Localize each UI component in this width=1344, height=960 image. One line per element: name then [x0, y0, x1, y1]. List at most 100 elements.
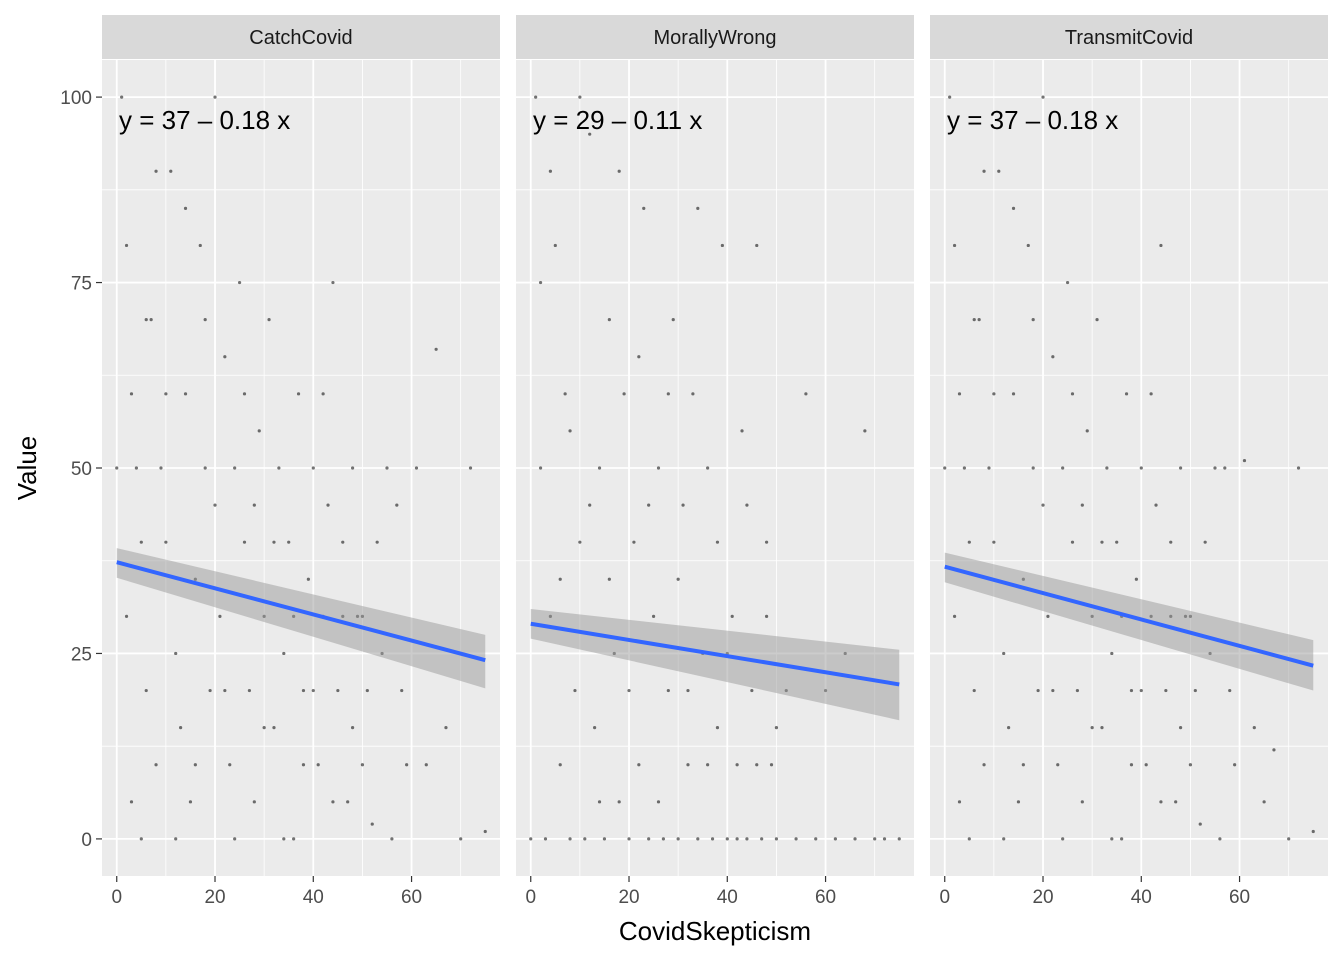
x-tick-label: 60: [1229, 887, 1250, 908]
data-point: [627, 688, 631, 693]
data-point: [627, 837, 631, 841]
data-point: [247, 688, 252, 693]
y-tick-label: 0: [81, 830, 92, 851]
confidence-band: [944, 552, 1314, 691]
data-point: [336, 688, 340, 693]
data-point: [149, 318, 153, 322]
data-point: [311, 688, 315, 693]
data-point: [1223, 466, 1227, 470]
data-point: [735, 763, 739, 767]
data-point: [1051, 355, 1055, 359]
data-point: [568, 429, 572, 433]
data-point: [1193, 688, 1197, 693]
data-point: [666, 392, 670, 396]
data-point: [385, 466, 389, 470]
data-point: [1026, 243, 1030, 248]
x-tick-label: 20: [204, 887, 225, 908]
data-point: [1262, 800, 1266, 804]
data-point: [1080, 800, 1084, 804]
data-point: [568, 837, 572, 841]
data-point: [1061, 466, 1065, 470]
data-point: [617, 800, 621, 804]
data-point: [1080, 503, 1084, 507]
data-point: [583, 837, 587, 841]
data-point: [588, 503, 592, 507]
y-tick-label: 25: [71, 644, 92, 665]
y-axis-title: Value: [12, 436, 42, 501]
data-point: [444, 726, 448, 730]
data-point: [1011, 392, 1016, 396]
data-point: [593, 726, 597, 730]
data-point: [350, 466, 355, 470]
data-point: [987, 466, 991, 470]
data-point: [1296, 466, 1301, 470]
facet-panel-CatchCovid: CatchCovid y = 37 – 0.18 x 0 20 40 60: [102, 15, 500, 908]
data-point: [311, 466, 315, 470]
data-point: [139, 540, 143, 544]
data-point: [1198, 822, 1202, 826]
regression-equation: y = 37 – 0.18 x: [119, 105, 290, 135]
data-point: [1090, 726, 1094, 730]
data-point: [233, 466, 237, 470]
data-point: [218, 614, 222, 618]
data-point: [745, 503, 749, 507]
data-point: [750, 688, 754, 693]
data-point: [316, 763, 320, 767]
confidence-band: [530, 608, 900, 721]
data-point: [538, 280, 543, 285]
data-point: [405, 763, 409, 767]
data-point: [1031, 318, 1035, 322]
data-point: [863, 429, 867, 433]
data-point: [1169, 540, 1173, 544]
data-point: [997, 169, 1001, 173]
data-point: [1016, 800, 1021, 804]
x-tick-label: 0: [111, 887, 122, 908]
data-point: [1129, 763, 1134, 767]
data-point: [1011, 206, 1016, 210]
regression-line: [530, 621, 900, 687]
x-tick-label: 40: [1131, 887, 1152, 908]
data-point: [1228, 688, 1232, 693]
facet-panel-MorallyWrong: MorallyWrong y = 29 – 0.11 x 0 20 40 60: [516, 15, 914, 908]
data-point: [873, 837, 877, 841]
data-point: [578, 540, 582, 544]
data-point: [982, 169, 986, 173]
data-point: [1070, 540, 1075, 544]
data-point: [287, 540, 291, 544]
data-point: [321, 392, 325, 396]
data-point: [257, 429, 261, 433]
data-point: [1134, 577, 1138, 581]
data-point: [1041, 95, 1045, 99]
data-point: [1065, 280, 1070, 285]
data-point: [1105, 466, 1109, 470]
data-point: [1041, 503, 1045, 507]
data-point: [1046, 614, 1050, 618]
regression-equation: y = 37 – 0.18 x: [947, 105, 1118, 135]
data-point: [252, 503, 256, 507]
data-point: [395, 503, 399, 507]
data-point: [1002, 651, 1006, 656]
data-point: [115, 466, 119, 470]
data-point: [1159, 243, 1163, 248]
data-point: [661, 837, 666, 841]
gridlines: [516, 60, 914, 876]
data-point: [252, 800, 256, 804]
data-point: [228, 763, 232, 767]
data-point: [223, 355, 227, 359]
data-point: [174, 837, 178, 841]
regression-line: [116, 560, 486, 663]
data-point: [962, 466, 966, 470]
facet-strip-label: MorallyWrong: [654, 27, 777, 49]
data-point: [360, 763, 365, 767]
data-point: [534, 95, 538, 99]
data-point: [725, 837, 729, 841]
data-point: [764, 614, 769, 618]
data-point: [755, 243, 759, 248]
data-point: [277, 466, 281, 470]
data-point: [272, 540, 276, 544]
data-point: [992, 392, 996, 396]
data-point: [967, 837, 971, 841]
data-point: [213, 95, 217, 99]
data-point: [1056, 763, 1060, 767]
